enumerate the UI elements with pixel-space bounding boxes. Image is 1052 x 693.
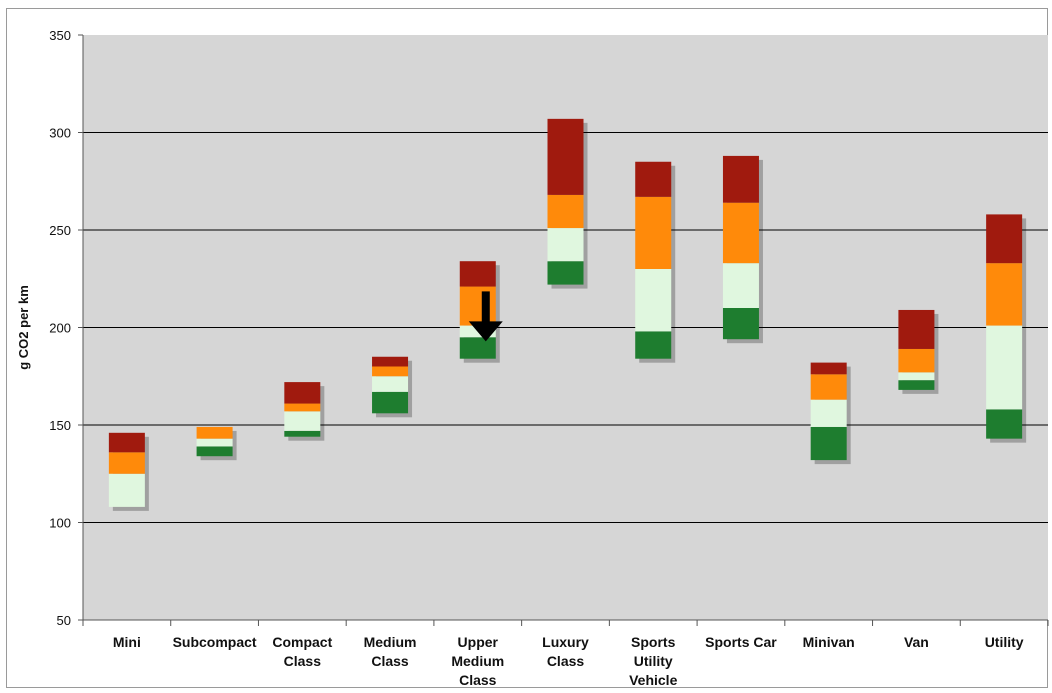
x-tick-label: Medium: [451, 653, 504, 669]
x-axis-labels: Mini Subcompact Compact Class Medium Class Upp…: [113, 634, 1024, 688]
bar-segment: [108, 452, 145, 474]
bar-segment: [722, 308, 759, 340]
bar-segment: [986, 214, 1023, 264]
bar-segment: [547, 194, 584, 229]
y-tick-label: 300: [49, 126, 71, 141]
bar-segment: [284, 382, 321, 404]
bar-segment: [284, 411, 321, 431]
bar-segment: [372, 376, 409, 392]
x-tick-label: Van: [904, 634, 929, 650]
bar-segment: [722, 155, 759, 203]
x-tick-label: Subcompact: [173, 634, 257, 650]
bar-segment: [108, 432, 145, 453]
x-tick-label: Luxury: [542, 634, 589, 650]
bar-segment: [898, 380, 935, 390]
x-tick-label: Class: [547, 653, 585, 669]
x-tick-label: Sports: [631, 634, 676, 650]
bar-segment: [986, 263, 1023, 326]
bar-segment: [108, 473, 145, 507]
bar-segment: [547, 228, 584, 262]
bar-segment: [372, 391, 409, 414]
y-tick-label: 350: [49, 28, 71, 43]
y-tick-label: 200: [49, 321, 71, 336]
bar-segment: [986, 325, 1023, 410]
bar-segment: [722, 263, 759, 308]
bar-segment: [635, 161, 672, 197]
bar-segment: [547, 118, 584, 195]
bar-segment: [810, 374, 847, 400]
bar-segment: [372, 356, 409, 367]
bar-segment: [810, 362, 847, 375]
x-tick-label: Class: [371, 653, 409, 669]
bar-segment: [196, 426, 233, 439]
bar-segment: [459, 286, 496, 326]
y-axis-ticks: 50 100 150 200 250 300 350: [49, 28, 83, 628]
x-tick-label: Utility: [985, 634, 1024, 650]
bar-segment: [459, 261, 496, 287]
y-tick-label: 100: [49, 516, 71, 531]
bar-segment: [196, 446, 233, 457]
bar-segment: [898, 372, 935, 381]
bar-segment: [810, 426, 847, 461]
bar-segment: [459, 337, 496, 359]
x-tick-label: Utility: [634, 653, 673, 669]
bar-segment: [986, 409, 1023, 439]
x-tick-label: Compact: [272, 634, 332, 650]
y-axis-title: g CO2 per km: [16, 285, 31, 370]
bar-segment: [635, 331, 672, 359]
bar-segment: [635, 269, 672, 332]
x-tick-label: Vehicle: [629, 672, 677, 688]
x-tick-label: Class: [459, 672, 497, 688]
bar-segment: [547, 261, 584, 285]
x-tick-label: Sports Car: [705, 634, 777, 650]
bars: [108, 118, 1027, 511]
x-tick-label: Mini: [113, 634, 141, 650]
x-tick-label: Class: [284, 653, 322, 669]
bar-segment: [898, 309, 935, 349]
bar-segment: [635, 196, 672, 269]
annotations: [468, 291, 503, 342]
y-tick-label: 50: [57, 613, 71, 628]
bar-segment: [196, 438, 233, 447]
bar-segment: [372, 366, 409, 377]
bar-segment: [810, 399, 847, 427]
bar-segment: [284, 403, 321, 412]
x-tick-label: Minivan: [803, 634, 855, 650]
arrow-shaft: [481, 291, 490, 324]
x-tick-label: Medium: [364, 634, 417, 650]
bar-segment: [898, 348, 935, 373]
arrow-head: [468, 321, 503, 342]
bar-segment: [722, 202, 759, 264]
y-tick-label: 150: [49, 418, 71, 433]
x-tick-label: Upper: [458, 634, 499, 650]
y-tick-label: 250: [49, 223, 71, 238]
bar-segment: [284, 430, 321, 437]
